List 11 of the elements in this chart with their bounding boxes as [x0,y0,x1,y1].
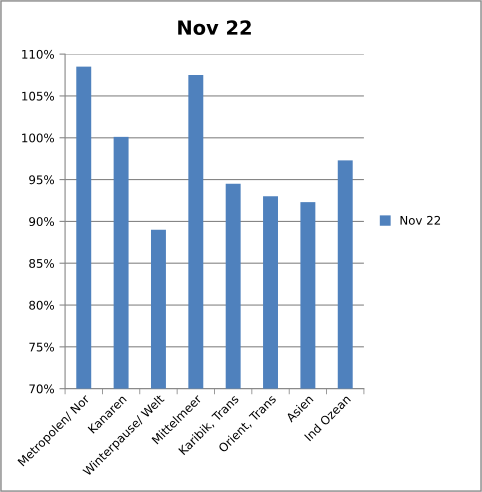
y-tick-label: 75% [29,342,54,352]
y-tick-label: 100% [22,133,54,142]
y-tick-label: 95% [29,175,54,184]
y-tick-label: 80% [29,300,54,310]
y-tick-label: 105% [22,92,54,101]
y-tick-label: 85% [29,258,54,268]
legend-label: Nov 22 [400,216,440,225]
y-tick-label: 90% [29,217,54,226]
chart-title: Nov 22 [178,20,251,35]
y-tick-label: 110% [22,50,54,59]
y-tick-label: 70% [29,384,54,394]
